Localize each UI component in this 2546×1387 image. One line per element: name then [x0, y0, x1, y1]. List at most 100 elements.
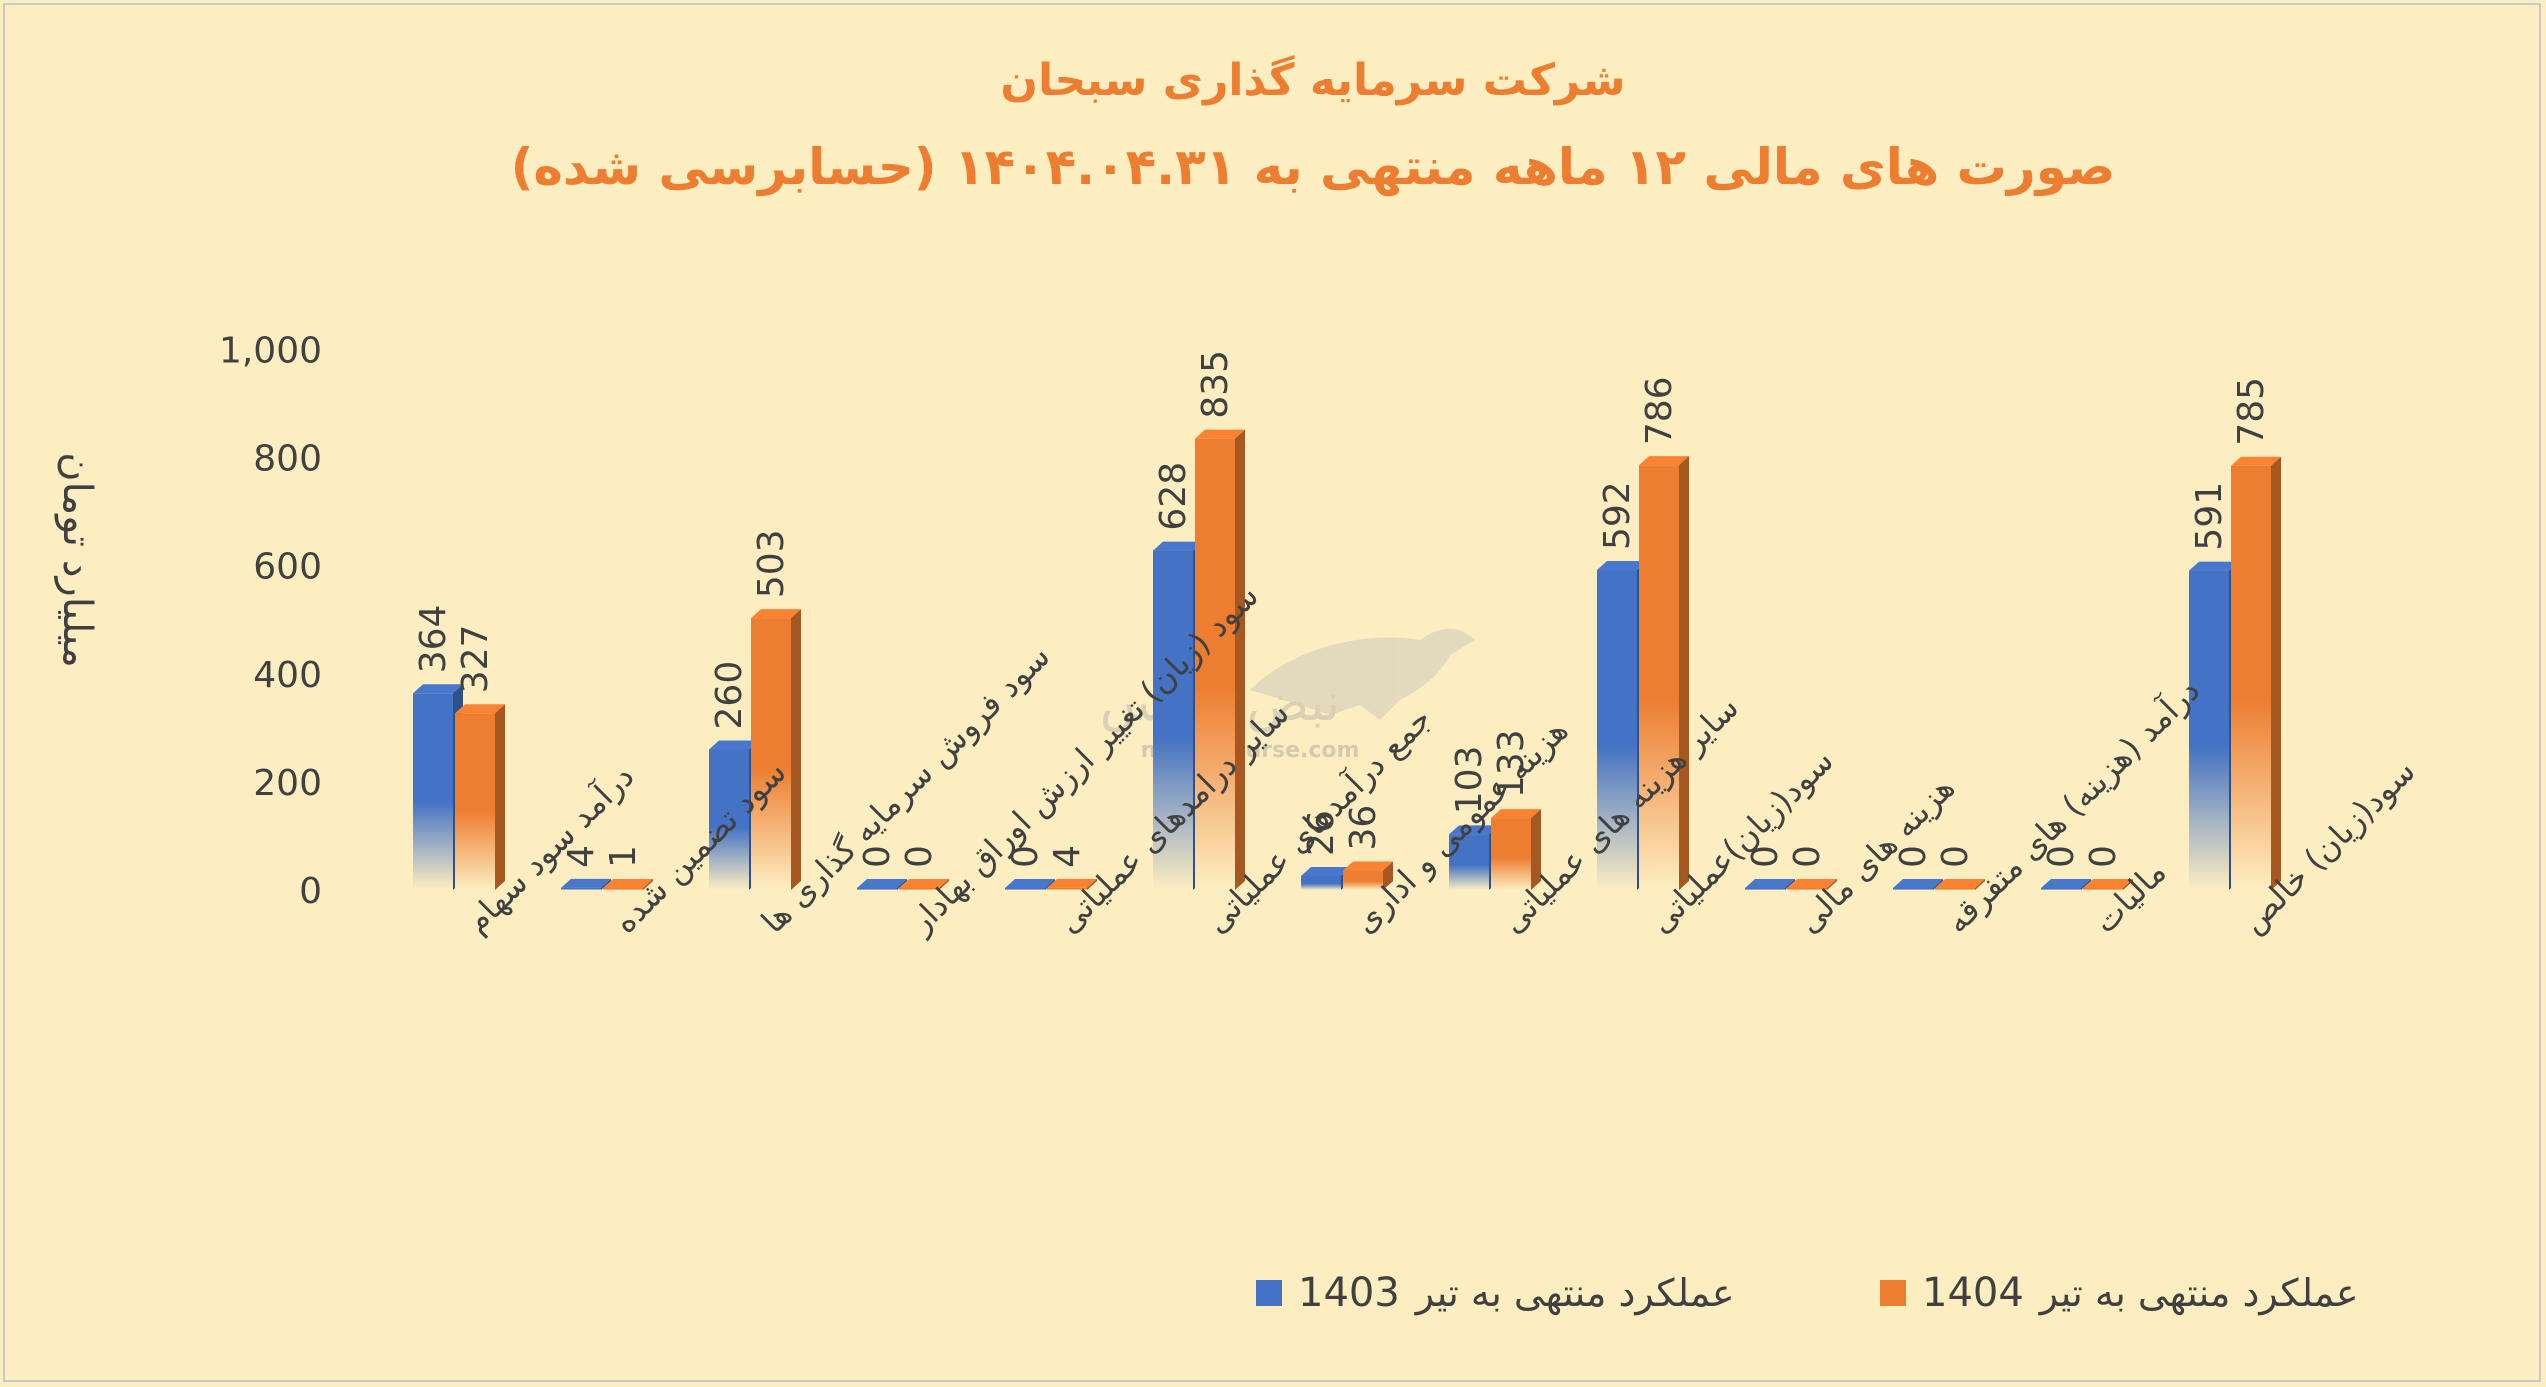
bar	[1301, 866, 1351, 890]
bar-side	[2271, 456, 2281, 890]
bar-front	[2189, 570, 2229, 890]
bar-side	[1679, 456, 1689, 890]
bar-top	[2083, 879, 2133, 888]
bar	[561, 878, 611, 890]
bar	[1005, 879, 1055, 890]
data-label: 133	[1491, 729, 1532, 798]
bar-front	[899, 888, 939, 890]
bar	[1745, 879, 1795, 890]
bar-front	[1153, 550, 1193, 890]
data-label: 0	[899, 845, 940, 868]
bar-top	[751, 609, 801, 619]
legend-text-1403: عملکرد منتهی به تیر	[1415, 1271, 1735, 1315]
bar-top	[1597, 561, 1647, 571]
bar-side	[601, 878, 611, 890]
bar-top	[455, 704, 505, 714]
bar-top	[709, 740, 759, 750]
data-label: 4	[561, 845, 602, 868]
bar-side	[495, 704, 505, 890]
chart-title: شرکت سرمایه گذاری سبحان	[1000, 55, 1626, 106]
bar-side	[1235, 429, 1245, 890]
bar-side	[1383, 861, 1393, 890]
bar-top	[1935, 879, 1985, 888]
bar-top	[1745, 879, 1795, 888]
bar-top	[1005, 879, 1055, 888]
bar	[857, 879, 907, 890]
bar-front	[1597, 570, 1637, 890]
bar-front	[413, 693, 453, 890]
bar-top	[1047, 878, 1097, 888]
bar-front	[2231, 465, 2271, 890]
legend-swatch-1403	[1256, 1280, 1282, 1306]
bar-front	[1893, 888, 1933, 890]
data-label: 260	[709, 661, 750, 730]
bar	[1893, 879, 1943, 890]
bar-front	[857, 888, 897, 890]
bar	[2083, 879, 2133, 890]
data-label: 0	[2083, 845, 2124, 868]
bar-top	[1491, 809, 1541, 819]
bar	[899, 879, 949, 890]
bar-side	[897, 879, 907, 890]
y-tick-label: 200	[253, 763, 322, 804]
bar	[1195, 429, 1245, 890]
bar	[1639, 456, 1689, 890]
bar	[603, 879, 653, 890]
data-label: 103	[1449, 746, 1490, 815]
data-label: 327	[455, 625, 496, 694]
y-tick-label: 800	[253, 439, 322, 480]
data-label: 0	[1935, 845, 1976, 868]
data-label: 628	[1153, 462, 1194, 531]
data-label: 591	[2189, 482, 2230, 551]
data-label: 503	[751, 529, 792, 598]
bar-top	[561, 878, 611, 888]
x-tick-label: درآمد (هزینه) های متفرقه	[1937, 671, 2207, 941]
data-label: 785	[2231, 377, 2272, 446]
bar-top	[857, 879, 907, 888]
bar-top	[2231, 456, 2281, 466]
bar-front	[1343, 870, 1383, 890]
bar-top	[899, 879, 949, 888]
bar-side	[1045, 879, 1055, 890]
bar-top	[1301, 866, 1351, 876]
y-tick-label: 400	[253, 655, 322, 696]
bar-top	[603, 879, 653, 888]
bar-front	[1195, 438, 1235, 890]
data-label: 0	[1745, 845, 1786, 868]
bar-side	[1087, 878, 1097, 890]
legend-item-1404: 1404 عملکرد منتهی به تیر	[1880, 1270, 2359, 1316]
bar-top	[2189, 561, 2239, 571]
bar-top	[1195, 429, 1245, 439]
y-tick-label: 1,000	[219, 331, 322, 372]
data-label: 364	[413, 605, 454, 674]
bar	[1343, 861, 1393, 890]
data-label: 36	[1343, 805, 1384, 851]
bar-side	[1975, 879, 1985, 890]
bar	[2231, 456, 2281, 890]
data-label: 0	[1005, 845, 1046, 868]
data-label: 0	[1787, 845, 1828, 868]
bar-top	[413, 684, 463, 694]
bar	[751, 609, 801, 890]
bar-front	[1639, 465, 1679, 890]
bar-top	[2041, 879, 2091, 888]
chart-subtitle: صورت های مالی ۱۲ ماهه منتهی به ۱۴۰۴.۰۴.۳…	[510, 138, 2116, 196]
bar-top	[1893, 879, 1943, 888]
bar-top	[1449, 825, 1499, 835]
legend-item-1403: 1403 عملکرد منتهی به تیر	[1256, 1270, 1735, 1316]
bar-side	[939, 879, 949, 890]
bar-front	[2083, 888, 2123, 890]
data-label: 835	[1195, 350, 1236, 419]
bar-side	[1785, 879, 1795, 890]
bar	[1047, 878, 1097, 890]
bar	[2041, 879, 2091, 890]
y-tick-label: 0	[299, 871, 322, 912]
bar-side	[1531, 809, 1541, 890]
bar-top	[1787, 879, 1837, 888]
data-label: 4	[1047, 845, 1088, 868]
legend-year-1403: 1403	[1298, 1270, 1400, 1316]
data-label: 26	[1301, 810, 1342, 856]
bar	[1787, 879, 1837, 890]
bar-top	[1153, 541, 1203, 551]
bar-front	[561, 887, 601, 890]
